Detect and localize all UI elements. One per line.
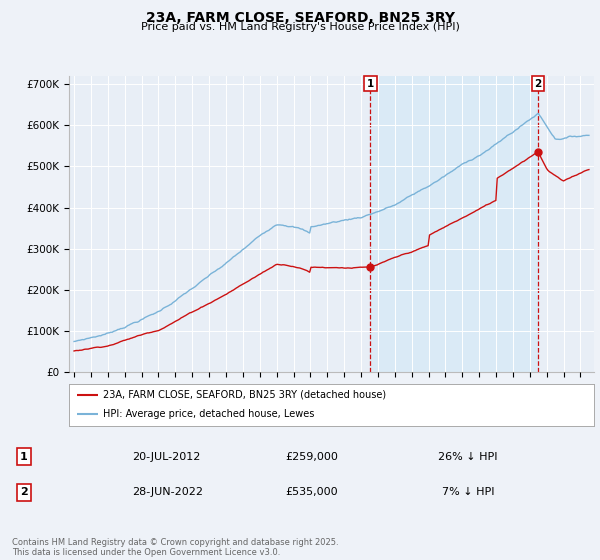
- Text: 26% ↓ HPI: 26% ↓ HPI: [438, 452, 498, 462]
- Text: 1: 1: [367, 79, 374, 89]
- Text: Contains HM Land Registry data © Crown copyright and database right 2025.
This d: Contains HM Land Registry data © Crown c…: [12, 538, 338, 557]
- Text: £535,000: £535,000: [286, 487, 338, 497]
- Bar: [370, 76, 538, 372]
- Text: 2: 2: [535, 79, 542, 89]
- Text: 23A, FARM CLOSE, SEAFORD, BN25 3RY (detached house): 23A, FARM CLOSE, SEAFORD, BN25 3RY (deta…: [103, 390, 386, 400]
- Text: £259,000: £259,000: [286, 452, 338, 462]
- Text: 20-JUL-2012: 20-JUL-2012: [132, 452, 200, 462]
- Text: 2: 2: [20, 487, 28, 497]
- Text: HPI: Average price, detached house, Lewes: HPI: Average price, detached house, Lewe…: [103, 409, 314, 419]
- Text: 7% ↓ HPI: 7% ↓ HPI: [442, 487, 494, 497]
- Text: Price paid vs. HM Land Registry's House Price Index (HPI): Price paid vs. HM Land Registry's House …: [140, 22, 460, 32]
- Text: 23A, FARM CLOSE, SEAFORD, BN25 3RY: 23A, FARM CLOSE, SEAFORD, BN25 3RY: [146, 11, 455, 25]
- Text: 28-JUN-2022: 28-JUN-2022: [132, 487, 203, 497]
- Text: 1: 1: [20, 452, 28, 462]
